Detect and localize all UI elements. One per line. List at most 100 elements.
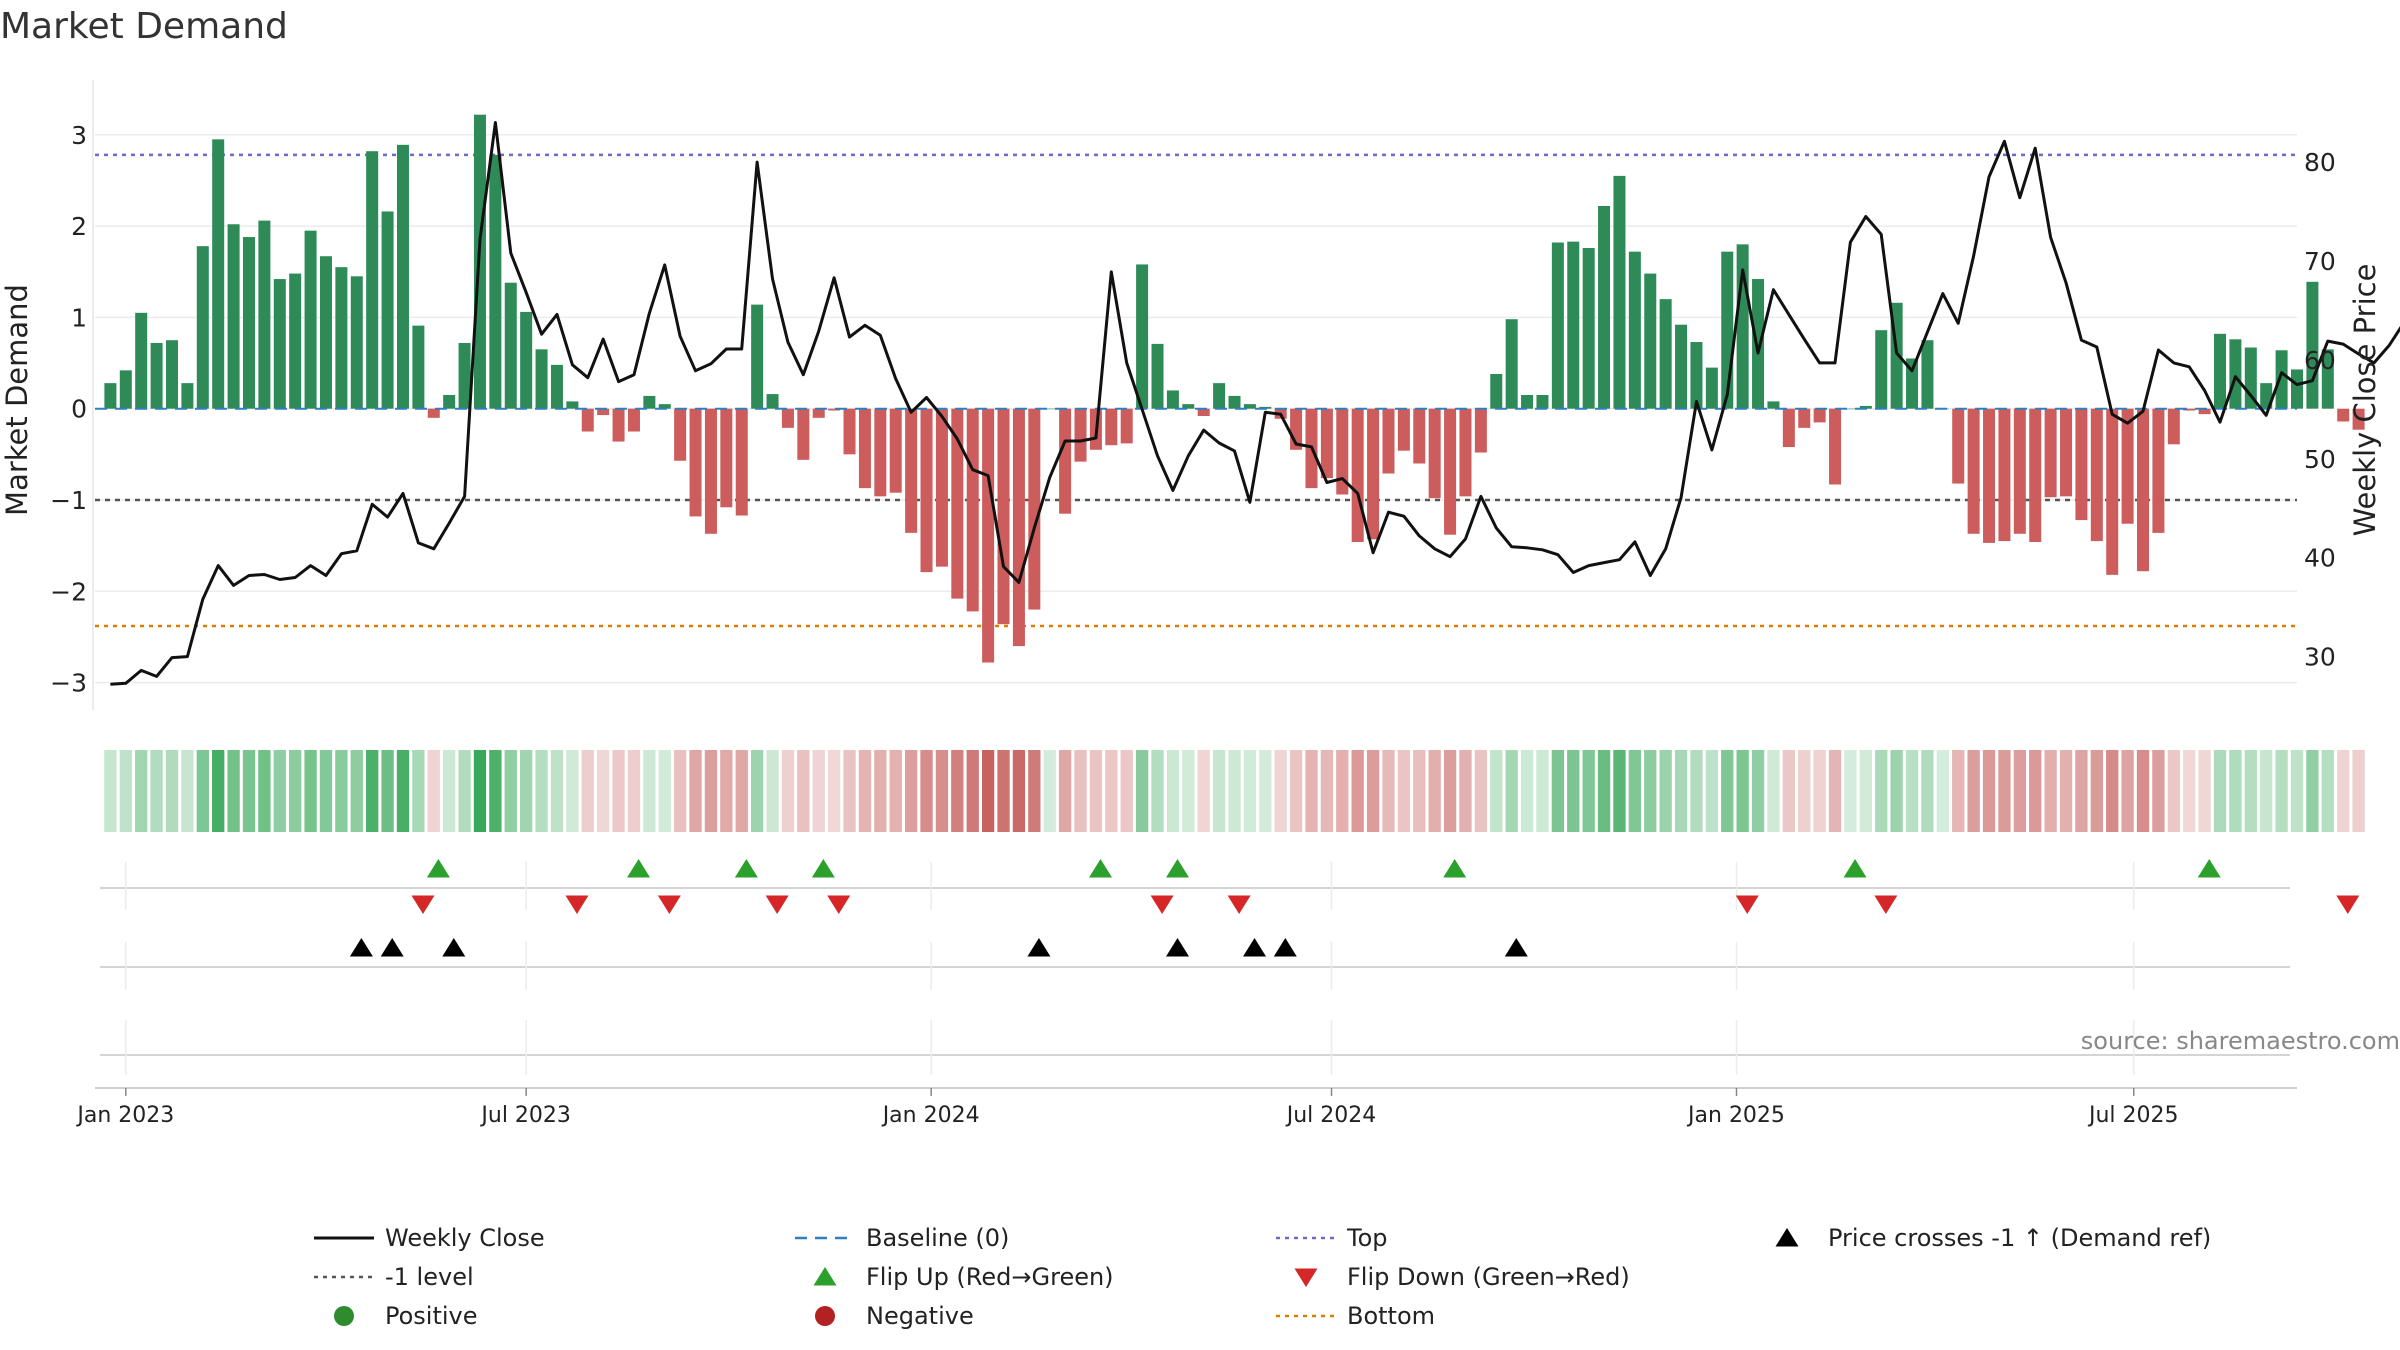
demand-bar-positive [535, 349, 548, 409]
demand-bar-negative [935, 408, 948, 567]
demand-bar-negative [1782, 408, 1795, 448]
heat-cell [1490, 750, 1503, 832]
demand-bar-positive [1136, 264, 1149, 409]
demand-bar-positive [443, 395, 456, 409]
flip-down-marker [2336, 895, 2360, 914]
heat-cell [1813, 750, 1826, 832]
demand-bar-negative [843, 408, 856, 455]
heat-cell [473, 750, 487, 832]
demand-bar-negative [1028, 408, 1041, 610]
y-axis-right-label: Weekly Close Price [2348, 264, 2382, 537]
heat-cell [2244, 750, 2257, 832]
demand-bar-negative [1105, 408, 1118, 446]
heat-cell [1982, 750, 1996, 832]
heat-cell [227, 750, 240, 832]
demand-bar-negative [1074, 408, 1087, 462]
demand-bar-negative [1474, 408, 1487, 453]
heat-cell [1259, 750, 1272, 832]
legend-label: Negative [866, 1302, 974, 1330]
demand-bar-negative [597, 408, 610, 416]
demand-bar-negative [1798, 408, 1811, 428]
heat-cell [1875, 750, 1888, 832]
demand-bar-positive [2214, 333, 2227, 409]
heat-cell [273, 750, 286, 832]
flip-down-marker [565, 895, 589, 914]
heat-cell [104, 750, 117, 832]
demand-bar-positive [1598, 206, 1611, 409]
y-left-tick-label: 2 [71, 212, 87, 241]
demand-bar-negative [2090, 408, 2103, 542]
demand-bar-negative [1967, 408, 1980, 534]
heat-cell [1597, 750, 1611, 832]
heat-cell [427, 750, 440, 832]
heat-cell [1505, 750, 1518, 832]
heat-cell [489, 750, 502, 832]
demand-bar-negative [581, 408, 594, 432]
demand-bar-negative [982, 408, 995, 663]
heat-cell [1336, 750, 1349, 832]
demand-bar-positive [258, 220, 271, 409]
heat-cell [1459, 750, 1472, 832]
heat-cell [1659, 750, 1672, 832]
legend-swatch-circle [334, 1306, 354, 1326]
y-left-tick-label: −1 [50, 486, 87, 515]
demand-bar-positive [1182, 404, 1195, 409]
flip-down-marker [1874, 895, 1898, 914]
demand-bar-positive [1844, 408, 1857, 410]
heat-cell [2321, 750, 2334, 832]
demand-bar-negative [1382, 408, 1395, 474]
heat-cell [1952, 750, 1965, 832]
demand-bar-positive [1906, 358, 1919, 409]
chart-title: Market Demand [0, 6, 288, 47]
heat-cell [1536, 750, 1549, 832]
heat-cell [843, 750, 856, 832]
demand-bar-positive [1582, 248, 1595, 409]
heat-cell [1844, 750, 1857, 832]
heat-cell [781, 750, 795, 832]
demand-bar-positive [396, 144, 409, 409]
demand-bar-positive [458, 342, 471, 409]
flip-down-marker [765, 895, 789, 914]
demand-bar-negative [781, 408, 794, 428]
demand-bar-negative [2137, 408, 2150, 572]
demand-bar-negative [427, 408, 440, 418]
heat-cell [304, 750, 317, 832]
x-tick-label: Jan 2024 [881, 1103, 980, 1128]
legend-item: Flip Down (Green→Red) [1294, 1263, 1630, 1291]
heat-cell [812, 750, 825, 832]
y-left-tick-label: 1 [71, 303, 87, 332]
heat-cell [1228, 750, 1241, 832]
legend-label: Flip Down (Green→Red) [1347, 1263, 1630, 1291]
heat-cell [2260, 750, 2273, 832]
price-cross-marker [442, 938, 466, 957]
legend-item: Weekly Close [314, 1224, 545, 1252]
heat-cell [2152, 750, 2165, 832]
y-right-tick-label: 60 [2304, 346, 2336, 375]
demand-bar-negative [2337, 408, 2350, 422]
heat-cell [550, 750, 564, 832]
flip-up-marker [811, 859, 835, 878]
demand-bar-positive [1859, 405, 1872, 409]
demand-bar-positive [2260, 383, 2273, 409]
heat-cell [797, 750, 810, 832]
heat-cell [904, 750, 918, 832]
demand-bar-negative [2152, 408, 2165, 533]
heat-cell [520, 750, 533, 832]
demand-bar-negative [889, 408, 902, 493]
heat-cell [2075, 750, 2088, 832]
demand-bar-positive [150, 342, 163, 409]
legend-swatch-triangle-down [1294, 1268, 1318, 1287]
signal-markers [100, 859, 2360, 1075]
heat-cell [1243, 750, 1257, 832]
flip-down-marker [1150, 895, 1174, 914]
legend-label: Bottom [1347, 1302, 1435, 1330]
heat-cell [1828, 750, 1842, 832]
demand-bar-positive [289, 273, 302, 409]
heat-cell [658, 750, 671, 832]
y-axis-left-label: Market Demand [0, 284, 34, 516]
legend-swatch-triangle-up [1775, 1228, 1799, 1247]
legend-swatch-circle [815, 1306, 835, 1326]
demand-bar-negative [2106, 408, 2119, 575]
heat-cell [443, 750, 456, 832]
y-right-tick-label: 30 [2304, 643, 2336, 672]
